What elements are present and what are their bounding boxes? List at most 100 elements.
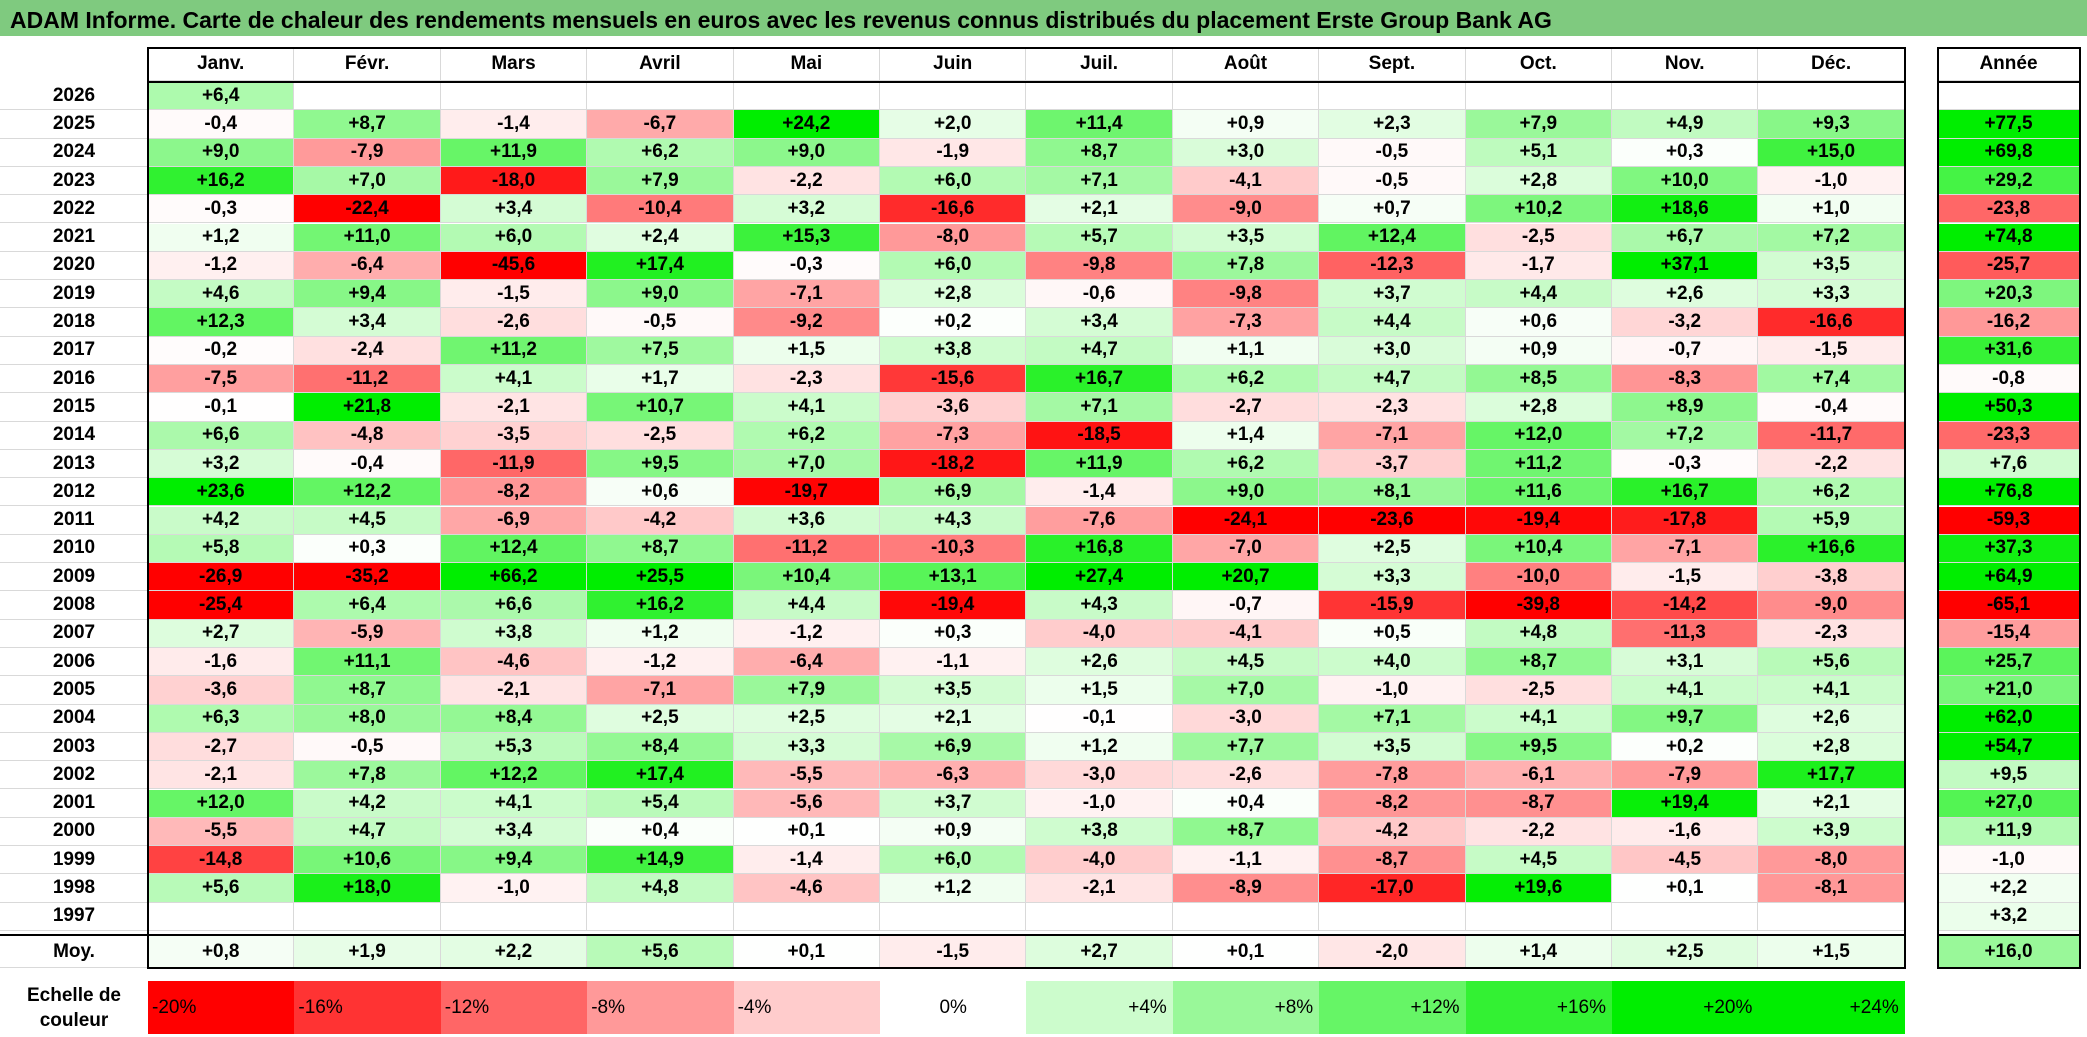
heatmap-cell: -3,0 xyxy=(1172,704,1320,733)
heatmap-cell: +4,9 xyxy=(1612,110,1759,139)
heatmap-cell: +6,2 xyxy=(1758,478,1905,507)
heatmap-cell: -8,7 xyxy=(1465,789,1612,818)
heatmap-cell: -1,5 xyxy=(1758,336,1905,365)
heatmap-cell: +2,4 xyxy=(587,223,734,252)
heatmap-cell: -3,6 xyxy=(148,676,295,705)
average-cell: -2,0 xyxy=(1319,936,1466,968)
year-label: 2009 xyxy=(0,563,148,592)
heatmap-cell: -18,2 xyxy=(880,449,1027,479)
heatmap-cell: +3,4 xyxy=(1026,308,1173,337)
heatmap-cell: +9,0 xyxy=(1172,478,1320,507)
color-scale-step: 0% xyxy=(880,981,1027,1034)
heatmap-cell: -6,4 xyxy=(294,251,441,281)
heatmap-cell: +0,3 xyxy=(1612,138,1759,167)
heatmap-cell: +2,8 xyxy=(1465,166,1612,196)
heatmap-cell: -4,6 xyxy=(733,874,880,903)
heatmap-cell: -5,6 xyxy=(733,789,880,818)
heatmap-cell: +3,0 xyxy=(1172,138,1320,167)
heatmap-cell xyxy=(587,902,734,931)
heatmap-cell: -9,2 xyxy=(733,308,880,337)
heatmap-cell: +4,1 xyxy=(733,393,880,422)
heatmap-cell: +4,8 xyxy=(587,874,734,903)
heatmap-cell: -2,1 xyxy=(148,761,295,790)
heatmap-cell: +11,2 xyxy=(440,336,588,365)
heatmap-cell: +7,1 xyxy=(1026,166,1173,196)
heatmap-cell: -2,5 xyxy=(587,421,734,450)
heatmap-cell: -1,7 xyxy=(1465,251,1612,281)
heatmap-cell: -1,4 xyxy=(440,110,588,139)
heatmap-cell: +17,4 xyxy=(587,761,734,790)
month-header: Mars xyxy=(440,48,588,81)
heatmap-cell: +7,4 xyxy=(1758,365,1905,394)
heatmap-cell: +4,8 xyxy=(1465,619,1612,648)
heatmap-cell: -1,5 xyxy=(440,280,588,309)
color-scale-step: -8% xyxy=(587,981,734,1034)
annual-cell: +62,0 xyxy=(1938,704,2080,733)
year-label: 2014 xyxy=(0,422,148,450)
heatmap-cell: -8,2 xyxy=(1319,789,1466,818)
annual-cell: +76,8 xyxy=(1938,478,2080,507)
color-scale-step: +24% xyxy=(1758,981,1905,1034)
heatmap-cell: +7,9 xyxy=(587,166,734,196)
heatmap-cell: +7,0 xyxy=(294,166,441,196)
annual-cell: +2,2 xyxy=(1938,874,2080,903)
heatmap-cell: -7,1 xyxy=(733,280,880,309)
average-cell: +2,7 xyxy=(1026,936,1173,968)
heatmap-cell: +8,7 xyxy=(294,110,441,139)
heatmap-cell: -2,7 xyxy=(148,732,295,762)
heatmap-cell: +9,0 xyxy=(148,138,295,167)
heatmap-cell: +4,1 xyxy=(1612,676,1759,705)
heatmap-cell: +0,6 xyxy=(1465,308,1612,337)
heatmap-cell xyxy=(148,902,295,931)
heatmap-cell: +8,9 xyxy=(1612,393,1759,422)
heatmap-cell: -3,2 xyxy=(1612,308,1759,337)
heatmap-cell xyxy=(1758,902,1905,931)
heatmap-cell: +3,4 xyxy=(440,817,588,847)
heatmap-cell: -8,1 xyxy=(1758,874,1905,903)
heatmap-cell: +15,0 xyxy=(1758,138,1905,167)
heatmap-cell: -0,5 xyxy=(587,308,734,337)
color-scale-step: +20% xyxy=(1612,981,1759,1034)
annual-cell: -65,1 xyxy=(1938,591,2080,620)
heatmap-cell: +1,7 xyxy=(587,365,734,394)
heatmap-cell xyxy=(1612,902,1759,931)
heatmap-cell: -4,8 xyxy=(294,421,441,450)
heatmap-cell: +10,0 xyxy=(1612,166,1759,196)
heatmap-cell: +4,7 xyxy=(1026,336,1173,365)
heatmap-cell: -2,5 xyxy=(1465,676,1612,705)
heatmap-cell: +11,9 xyxy=(1026,449,1173,479)
heatmap-cell: -4,1 xyxy=(1172,166,1320,196)
heatmap-cell: -2,3 xyxy=(1319,393,1466,422)
heatmap-cell: +3,4 xyxy=(294,308,441,337)
heatmap-cell: -0,5 xyxy=(1319,138,1466,167)
average-cell: +1,5 xyxy=(1758,936,1905,968)
annual-cell: +74,8 xyxy=(1938,223,2080,252)
annual-cell: +25,7 xyxy=(1938,648,2080,677)
heatmap-cell xyxy=(1172,82,1320,111)
heatmap-cell: +2,1 xyxy=(1758,789,1905,818)
average-cell: +0,8 xyxy=(148,936,295,968)
heatmap-cell: -9,0 xyxy=(1758,591,1905,620)
heatmap-cell: -1,1 xyxy=(1172,846,1320,875)
heatmap-cell: +4,7 xyxy=(294,817,441,847)
color-scale-step: -20% xyxy=(148,981,295,1034)
heatmap-cell: -25,4 xyxy=(148,591,295,620)
heatmap-cell: +0,1 xyxy=(733,817,880,847)
heatmap-cell: -4,2 xyxy=(587,506,734,535)
annual-header-separator xyxy=(1938,81,2080,83)
heatmap-cell: +6,2 xyxy=(1172,449,1320,479)
heatmap-cell: -0,4 xyxy=(148,110,295,139)
heatmap-cell: -1,4 xyxy=(1026,478,1173,507)
heatmap-cell: -22,4 xyxy=(294,195,441,224)
heatmap-cell: +8,4 xyxy=(440,704,588,733)
heatmap-cell: +2,0 xyxy=(880,110,1027,139)
average-cell: +2,2 xyxy=(440,936,588,968)
heatmap-cell: +3,5 xyxy=(880,676,1027,705)
year-label: 2026 xyxy=(0,82,148,111)
heatmap-cell: -7,3 xyxy=(1172,308,1320,337)
heatmap-cell: -7,3 xyxy=(880,421,1027,450)
heatmap-cell: +8,7 xyxy=(1465,648,1612,677)
heatmap-cell: +5,4 xyxy=(587,789,734,818)
heatmap-cell: +7,0 xyxy=(1172,676,1320,705)
